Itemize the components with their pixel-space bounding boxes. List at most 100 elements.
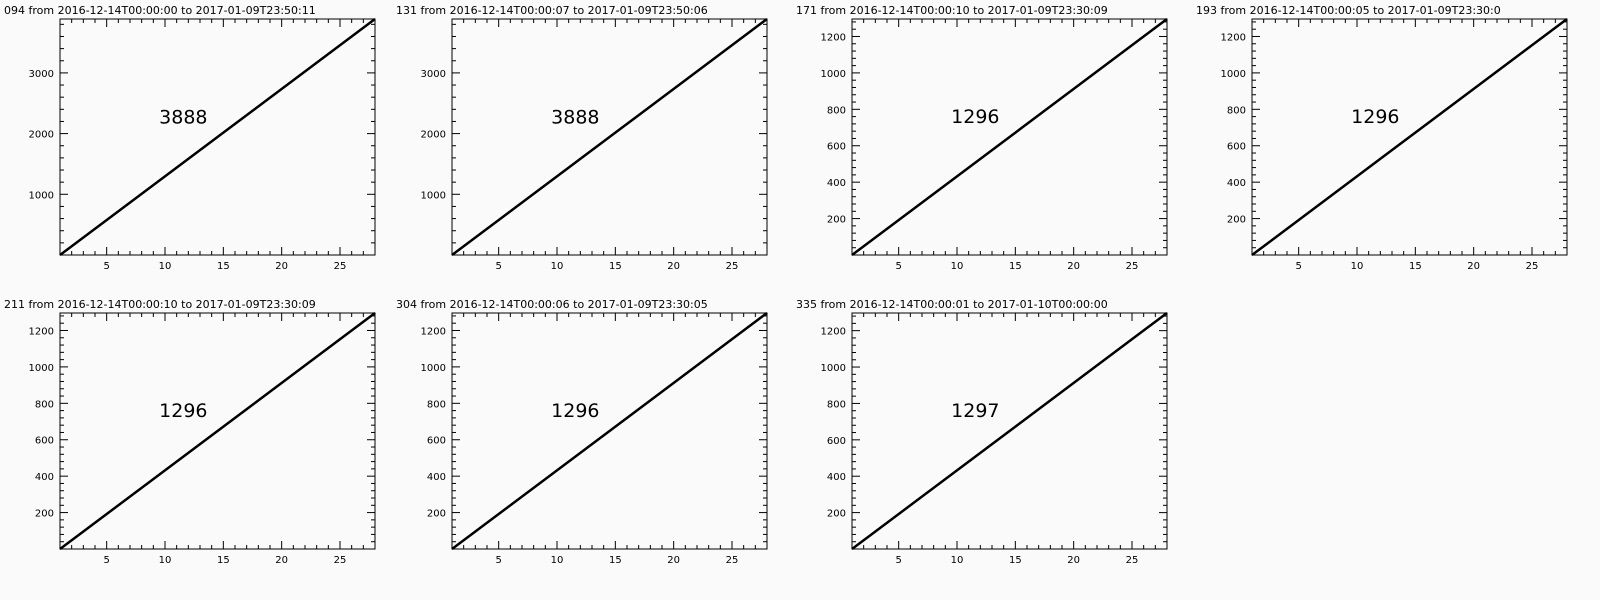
- y-tick-label: 2000: [421, 130, 446, 141]
- x-tick-label: 5: [495, 555, 501, 566]
- y-tick-label: 200: [827, 509, 846, 520]
- x-tick-label: 10: [951, 555, 964, 566]
- x-tick-label: 20: [275, 555, 288, 566]
- count-annotation: 1296: [551, 400, 599, 422]
- chart-panel-4: 211 from 2016-12-14T00:00:10 to 2017-01-…: [4, 298, 376, 566]
- x-tick-label: 10: [551, 261, 564, 272]
- series-line: [851, 311, 1168, 551]
- x-tick-label: 5: [895, 261, 901, 272]
- y-tick-label: 400: [427, 472, 446, 483]
- x-tick-label: 15: [1009, 555, 1022, 566]
- x-tick-label: 10: [159, 261, 172, 272]
- count-annotation: 3888: [551, 106, 599, 128]
- chart-panel-3: 193 from 2016-12-14T00:00:05 to 2017-01-…: [1196, 4, 1568, 272]
- y-tick-label: 400: [1227, 178, 1246, 189]
- y-tick-label: 600: [827, 142, 846, 153]
- y-tick-label: 800: [1227, 105, 1246, 116]
- x-tick-label: 5: [103, 261, 109, 272]
- y-tick-label: 1000: [421, 190, 446, 201]
- y-tick-label: 400: [35, 472, 54, 483]
- chart-panel-5: 304 from 2016-12-14T00:00:06 to 2017-01-…: [396, 298, 768, 566]
- y-tick-label: 1000: [421, 363, 446, 374]
- y-tick-label: 3000: [29, 69, 54, 80]
- x-tick-label: 5: [495, 261, 501, 272]
- x-tick-label: 25: [334, 261, 347, 272]
- x-tick-label: 25: [334, 555, 347, 566]
- y-tick-label: 1000: [821, 363, 846, 374]
- x-tick-label: 10: [1351, 261, 1364, 272]
- x-tick-label: 10: [551, 555, 564, 566]
- y-tick-label: 3000: [421, 69, 446, 80]
- count-annotation: 3888: [159, 106, 207, 128]
- x-tick-label: 25: [1126, 261, 1139, 272]
- x-tick-label: 25: [726, 261, 739, 272]
- series-line: [851, 17, 1168, 257]
- series-line: [451, 311, 768, 551]
- y-tick-label: 2000: [29, 130, 54, 141]
- x-tick-label: 25: [1526, 261, 1539, 272]
- chart-title: 211 from 2016-12-14T00:00:10 to 2017-01-…: [4, 298, 316, 311]
- y-tick-label: 1000: [821, 69, 846, 80]
- y-tick-label: 800: [427, 399, 446, 410]
- chart-title: 193 from 2016-12-14T00:00:05 to 2017-01-…: [1196, 4, 1501, 17]
- count-annotation: 1297: [951, 400, 999, 422]
- series-line: [1251, 17, 1568, 257]
- chart-panel-2: 171 from 2016-12-14T00:00:10 to 2017-01-…: [796, 4, 1168, 272]
- y-tick-label: 600: [827, 436, 846, 447]
- y-tick-label: 1200: [29, 326, 54, 337]
- chart-title: 094 from 2016-12-14T00:00:00 to 2017-01-…: [4, 4, 316, 17]
- y-tick-label: 600: [35, 436, 54, 447]
- x-tick-label: 20: [667, 261, 680, 272]
- series-line: [451, 17, 768, 257]
- x-tick-label: 5: [103, 555, 109, 566]
- y-tick-label: 1200: [821, 327, 846, 338]
- x-tick-label: 10: [951, 261, 964, 272]
- x-tick-label: 15: [1409, 261, 1422, 272]
- x-tick-label: 20: [1067, 261, 1080, 272]
- x-tick-label: 25: [726, 555, 739, 566]
- x-tick-label: 25: [1126, 555, 1139, 566]
- y-tick-label: 400: [827, 178, 846, 189]
- x-tick-label: 15: [609, 261, 622, 272]
- y-tick-label: 200: [1227, 215, 1246, 226]
- x-tick-label: 15: [217, 261, 230, 272]
- y-tick-label: 1200: [421, 326, 446, 337]
- x-tick-label: 15: [609, 555, 622, 566]
- chart-title: 171 from 2016-12-14T00:00:10 to 2017-01-…: [796, 4, 1108, 17]
- y-tick-label: 1000: [29, 190, 54, 201]
- x-tick-label: 20: [667, 555, 680, 566]
- y-tick-label: 200: [35, 509, 54, 520]
- x-tick-label: 5: [895, 555, 901, 566]
- chart-panel-0: 094 from 2016-12-14T00:00:00 to 2017-01-…: [4, 4, 376, 272]
- x-tick-label: 20: [275, 261, 288, 272]
- y-tick-label: 800: [827, 399, 846, 410]
- x-tick-label: 15: [217, 555, 230, 566]
- chart-title: 131 from 2016-12-14T00:00:07 to 2017-01-…: [396, 4, 708, 17]
- x-tick-label: 20: [1467, 261, 1480, 272]
- chart-panel-1: 131 from 2016-12-14T00:00:07 to 2017-01-…: [396, 4, 768, 272]
- count-annotation: 1296: [1351, 106, 1399, 128]
- y-tick-label: 1000: [29, 363, 54, 374]
- x-tick-label: 15: [1009, 261, 1022, 272]
- chart-title: 335 from 2016-12-14T00:00:01 to 2017-01-…: [796, 298, 1108, 311]
- y-tick-label: 600: [1227, 142, 1246, 153]
- series-line: [59, 311, 376, 551]
- y-tick-label: 200: [827, 215, 846, 226]
- count-annotation: 1296: [951, 106, 999, 128]
- x-tick-label: 20: [1067, 555, 1080, 566]
- x-tick-label: 5: [1295, 261, 1301, 272]
- count-annotation: 1296: [159, 400, 207, 422]
- y-tick-label: 1000: [1221, 69, 1246, 80]
- series-line: [59, 17, 376, 257]
- x-tick-label: 10: [159, 555, 172, 566]
- y-tick-label: 1200: [821, 32, 846, 43]
- chart-title: 304 from 2016-12-14T00:00:06 to 2017-01-…: [396, 298, 708, 311]
- y-tick-label: 800: [827, 105, 846, 116]
- y-tick-label: 400: [827, 472, 846, 483]
- y-tick-label: 800: [35, 399, 54, 410]
- y-tick-label: 1200: [1221, 32, 1246, 43]
- y-tick-label: 200: [427, 509, 446, 520]
- y-tick-label: 600: [427, 436, 446, 447]
- chart-panel-6: 335 from 2016-12-14T00:00:01 to 2017-01-…: [796, 298, 1168, 566]
